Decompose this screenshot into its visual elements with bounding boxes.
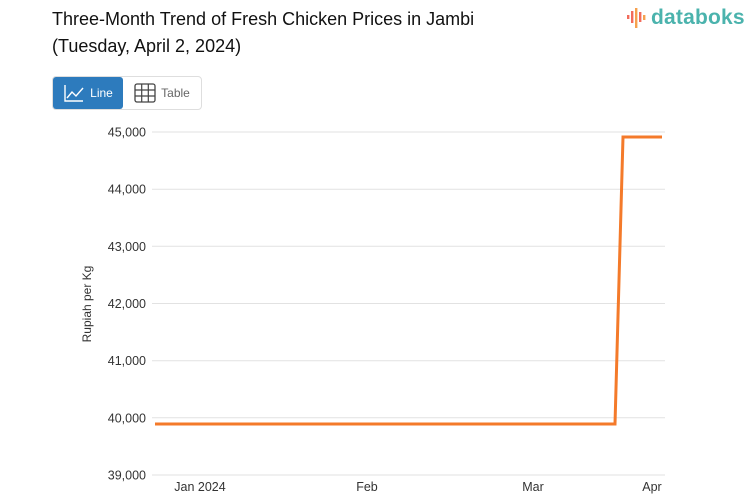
x-tick-label: Apr bbox=[642, 480, 661, 494]
y-tick-label: 39,000 bbox=[108, 469, 146, 483]
table-view-button[interactable]: Table bbox=[123, 77, 201, 109]
databoks-logo[interactable]: databoks bbox=[626, 6, 745, 30]
y-axis-label: Rupiah per Kg bbox=[80, 266, 94, 343]
gridlines bbox=[152, 131, 665, 476]
table-grid-icon bbox=[134, 83, 156, 103]
price-series-line[interactable] bbox=[155, 135, 662, 426]
y-tick-label: 44,000 bbox=[108, 183, 146, 197]
chart-title-line1: Three-Month Trend of Fresh Chicken Price… bbox=[52, 9, 475, 29]
chart-title: Three-Month Trend of Fresh Chicken Price… bbox=[52, 6, 474, 60]
line-view-label: Line bbox=[90, 86, 113, 100]
logo-text: databoks bbox=[651, 6, 745, 29]
y-tick-label: 45,000 bbox=[108, 126, 146, 140]
y-tick-label: 41,000 bbox=[108, 354, 146, 368]
x-tick-label: Feb bbox=[356, 480, 378, 494]
y-tick-label: 40,000 bbox=[108, 411, 146, 425]
view-toggle: Line Table bbox=[52, 76, 202, 110]
x-tick-label: Jan 2024 bbox=[174, 480, 225, 494]
databoks-bars-icon bbox=[627, 8, 646, 28]
chart-title-line2: (Tuesday, April 2, 2024) bbox=[52, 36, 242, 56]
table-view-label: Table bbox=[161, 86, 190, 100]
line-view-button[interactable]: Line bbox=[53, 77, 123, 109]
line-chart-icon bbox=[64, 85, 84, 102]
y-tick-label: 43,000 bbox=[108, 240, 146, 254]
y-tick-label: 42,000 bbox=[108, 297, 146, 311]
y-axis-ticks: 45,000 44,000 43,000 42,000 41,000 40,00… bbox=[108, 126, 146, 483]
x-tick-label: Mar bbox=[522, 480, 544, 494]
x-axis-ticks: Jan 2024 Feb Mar Apr bbox=[174, 480, 661, 494]
